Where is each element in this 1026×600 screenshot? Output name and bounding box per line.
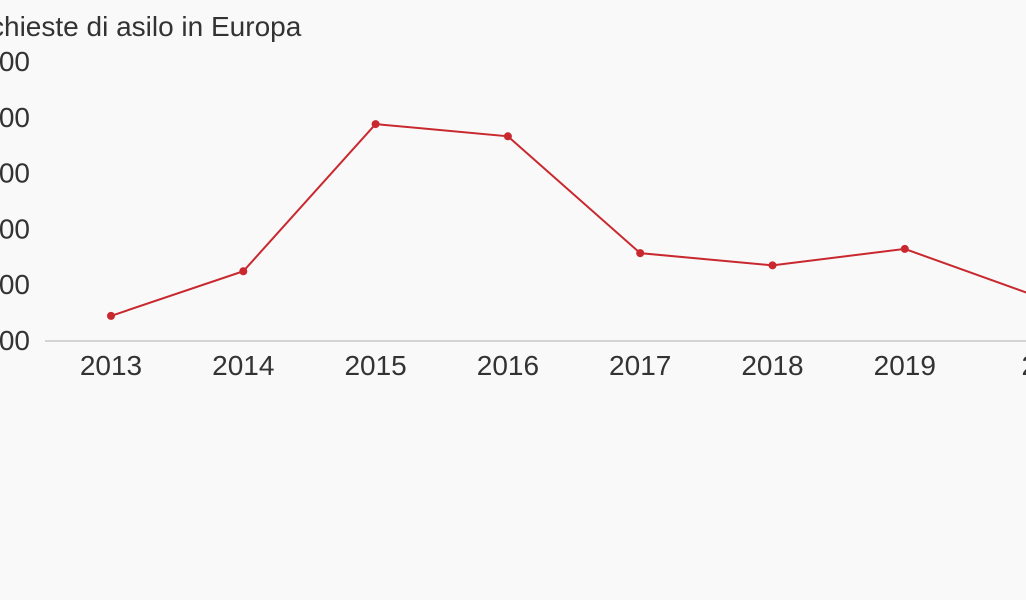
y-tick-label: 000 bbox=[0, 325, 30, 356]
x-tick-label: 2018 bbox=[741, 350, 803, 381]
x-tick-label: 20 bbox=[1022, 350, 1026, 381]
y-tick-label: 000 bbox=[0, 46, 30, 77]
data-point-2017 bbox=[636, 249, 645, 258]
x-tick-label: 2017 bbox=[609, 350, 671, 381]
y-tick-label: 000 bbox=[0, 158, 30, 189]
y-tick-label: 000 bbox=[0, 102, 30, 133]
data-point-2013 bbox=[107, 311, 115, 320]
y-tick-label: 000 bbox=[0, 269, 30, 300]
series-line bbox=[110, 123, 1026, 317]
chart-title: chieste di asilo in Europa bbox=[0, 11, 302, 42]
y-tick-label: 000 bbox=[0, 213, 30, 244]
data-point-2015 bbox=[371, 120, 380, 129]
x-tick-label: 2019 bbox=[874, 350, 936, 381]
x-tick-label: 2016 bbox=[477, 350, 539, 381]
x-tick-label: 2015 bbox=[344, 350, 406, 381]
data-point-2019 bbox=[900, 244, 909, 253]
data-point-2014 bbox=[239, 267, 248, 276]
x-tick-label: 2013 bbox=[80, 350, 142, 381]
series-points bbox=[107, 120, 909, 320]
x-tick-label: 2014 bbox=[212, 350, 274, 381]
x-axis-ticks: 2013 2014 2015 2016 2017 2018 2019 20 bbox=[80, 350, 1026, 381]
data-point-2016 bbox=[503, 132, 512, 141]
y-axis-ticks: 000 000 000 000 000 000 bbox=[0, 46, 30, 356]
data-point-2018 bbox=[768, 261, 777, 270]
